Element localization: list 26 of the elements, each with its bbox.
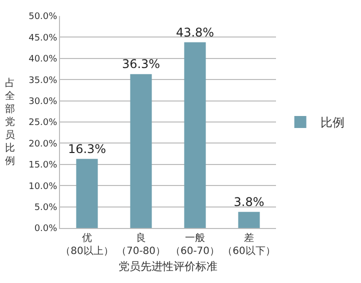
y-tick-label: 50.0% (28, 12, 58, 22)
y-tick-label: 0.0% (34, 224, 58, 234)
y-tick-label: 15.0% (28, 160, 58, 171)
bar (238, 212, 260, 228)
y-axis-title: 占全部党员比例 (5, 77, 15, 167)
y-tick-label: 20.0% (28, 139, 58, 150)
x-tick-label: 一般（60-70） (170, 233, 220, 257)
bar (76, 158, 98, 228)
y-tick-label: 10.0% (28, 182, 58, 192)
bar (184, 42, 206, 228)
data-label: 16.3% (68, 142, 106, 156)
x-tick-label: 优（80以上） (60, 233, 114, 257)
data-label: 43.8% (176, 25, 214, 40)
x-axis-title: 党员先进性评价标准 (118, 260, 218, 274)
legend-label: 比例 (320, 116, 344, 130)
bar (130, 74, 152, 228)
y-tick-label: 35.0% (28, 76, 58, 86)
y-tick-label: 40.0% (28, 54, 58, 65)
data-label: 36.3% (122, 57, 160, 72)
y-tick-label: 45.0% (28, 33, 58, 44)
x-tick-label: 差（60以下） (222, 232, 276, 257)
y-tick-label: 25.0% (28, 118, 58, 128)
y-tick-label: 30.0% (28, 96, 58, 107)
y-tick-label: 5.0% (34, 202, 58, 213)
data-label: 3.8% (234, 194, 264, 209)
x-tick-label: 良（70-80） (116, 232, 166, 257)
